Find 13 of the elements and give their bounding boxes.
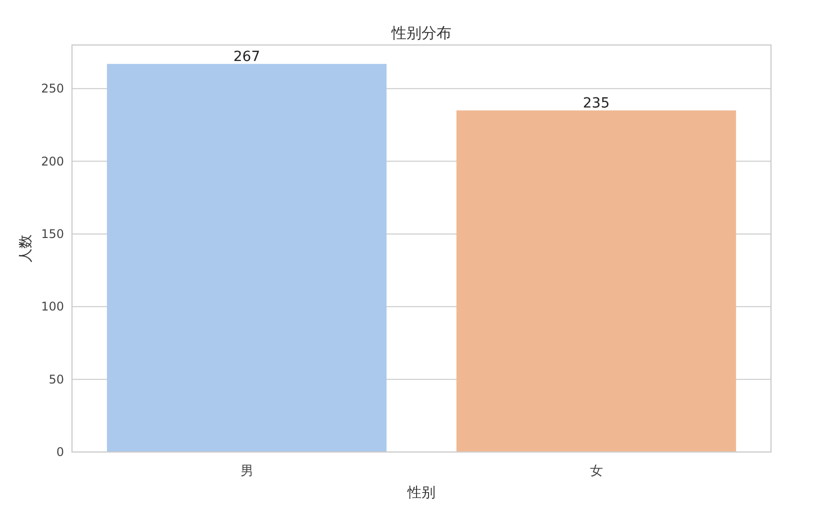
x-tick-label: 男 bbox=[240, 464, 254, 479]
data-label: 267 bbox=[233, 48, 260, 65]
y-tick-label: 150 bbox=[41, 226, 64, 241]
x-axis-title: 性别 bbox=[406, 485, 436, 501]
data-label: 235 bbox=[582, 95, 610, 112]
chart-title: 性别分布 bbox=[390, 24, 452, 42]
y-axis-title: 人数 bbox=[18, 234, 34, 262]
y-tick-label: 100 bbox=[41, 300, 64, 314]
y-tick-label: 250 bbox=[41, 82, 64, 96]
x-tick-label: 女 bbox=[590, 464, 603, 479]
y-tick-label: 50 bbox=[48, 372, 64, 386]
y-tick-label: 200 bbox=[41, 154, 64, 168]
y-tick-label: 0 bbox=[56, 445, 64, 459]
